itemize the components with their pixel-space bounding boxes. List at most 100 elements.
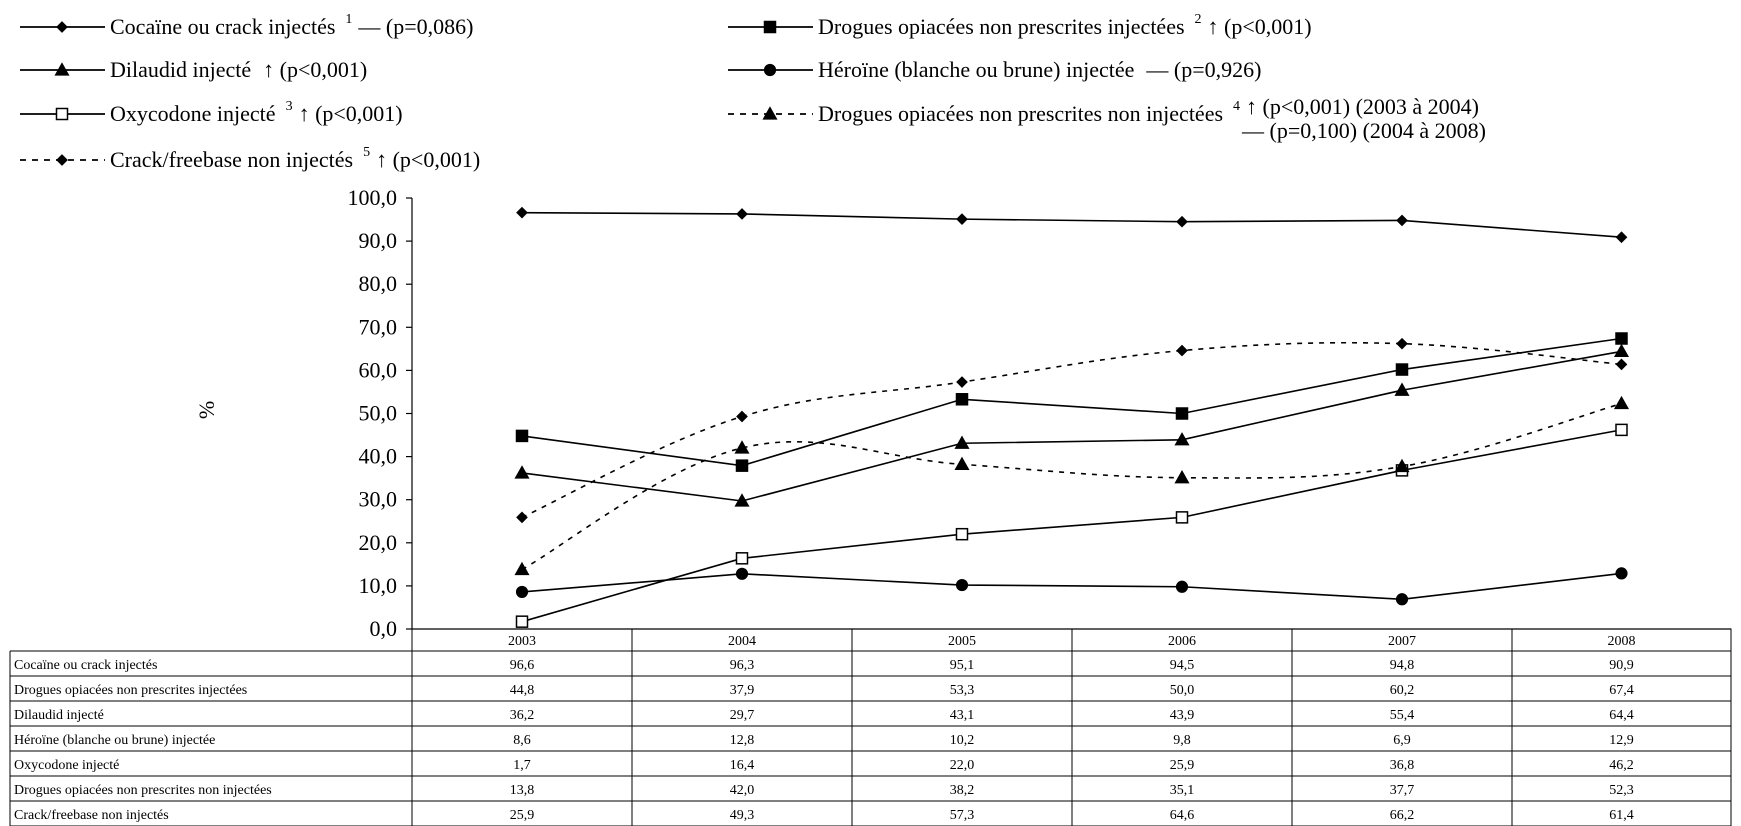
table-row: Dilaudid injecté 36,2 29,7 43,1 43,9 55,4 64,4 bbox=[14, 708, 1634, 723]
table-cell: 16,4 bbox=[730, 758, 755, 773]
legend-trend-note: ↑ (p<0,001) bbox=[263, 57, 367, 82]
legend-entry: Héroïne (blanche ou brune) injectée — (p=… bbox=[728, 57, 1261, 82]
y-tick-label: 0,0 bbox=[370, 616, 398, 641]
table-cell: 12,9 bbox=[1609, 733, 1634, 748]
data-point bbox=[1396, 337, 1408, 350]
series-line bbox=[521, 429, 1622, 623]
table-cell: 57,3 bbox=[950, 808, 975, 823]
table-cell: 96,6 bbox=[510, 658, 535, 673]
table-row-label: Drogues opiacées non prescrites injectée… bbox=[14, 683, 247, 698]
table-row: Drogues opiacées non prescrites injectée… bbox=[14, 683, 1634, 698]
table-cell: 37,7 bbox=[1390, 783, 1415, 798]
table-row: Héroïne (blanche ou brune) injectée 8,6 12… bbox=[14, 733, 1634, 748]
table-row-label: Cocaïne ou crack injectés bbox=[14, 658, 157, 673]
y-tick-label: 10,0 bbox=[359, 573, 398, 598]
table-cell: 1,7 bbox=[513, 758, 531, 773]
table-row-label: Dilaudid injecté bbox=[14, 708, 104, 723]
table-cell: 12,8 bbox=[730, 733, 755, 748]
data-point bbox=[1613, 395, 1630, 410]
legend-trend-note: ↑ (p<0,001) bbox=[299, 101, 403, 126]
table-row-label: Oxycodone injecté bbox=[14, 758, 119, 773]
y-tick-label: 90,0 bbox=[359, 228, 398, 253]
legend-footnote-ref: 5 bbox=[363, 145, 370, 160]
table-cell: 49,3 bbox=[730, 808, 755, 823]
table-cell: 64,6 bbox=[1170, 808, 1195, 823]
series-line bbox=[521, 337, 1622, 467]
data-point bbox=[1394, 382, 1410, 396]
y-tick-label: 60,0 bbox=[359, 357, 398, 382]
data-point bbox=[516, 511, 528, 524]
y-tick-label: 20,0 bbox=[359, 530, 398, 555]
data-point bbox=[1615, 231, 1628, 244]
table-cell: 13,8 bbox=[510, 783, 535, 798]
data-point bbox=[736, 410, 748, 423]
data-point bbox=[1176, 344, 1188, 357]
data-point bbox=[516, 206, 528, 219]
table-cell: 61,4 bbox=[1609, 808, 1634, 823]
table-cell: 50,0 bbox=[1170, 683, 1195, 698]
y-tick-label: 70,0 bbox=[359, 314, 398, 339]
data-point bbox=[515, 615, 529, 628]
series-line bbox=[521, 572, 1622, 601]
x-tick-label: 2007 bbox=[1388, 634, 1416, 649]
legend-entry: Dilaudid injecté ↑ (p<0,001) bbox=[20, 57, 367, 82]
data-point bbox=[735, 459, 749, 472]
series bbox=[514, 395, 1630, 576]
data-point bbox=[1615, 567, 1628, 580]
legend-marker bbox=[56, 154, 68, 166]
legend-footnote-ref: 3 bbox=[286, 99, 293, 114]
data-point bbox=[955, 393, 969, 406]
table-cell: 66,2 bbox=[1390, 808, 1415, 823]
table-cell: 67,4 bbox=[1609, 683, 1634, 698]
table-cell: 53,3 bbox=[950, 683, 975, 698]
data-point bbox=[1394, 458, 1410, 473]
table-row: Cocaïne ou crack injectés 96,6 96,3 95,1 94,… bbox=[14, 658, 1634, 673]
legend-footnote-ref: 2 bbox=[1195, 12, 1202, 27]
table-cell: 90,9 bbox=[1609, 658, 1634, 673]
chart-axes: 0,0 10,0 20,0 30,0 40,0 50,0 60,0 70,0 80,0 90,0 1… bbox=[194, 185, 1731, 641]
legend-entry: Cocaïne ou crack injectés 1 — (p=0,086) bbox=[20, 12, 473, 39]
series-line bbox=[521, 211, 1622, 239]
legend-marker bbox=[763, 63, 777, 77]
legend-label: Cocaïne ou crack injectés bbox=[110, 14, 335, 39]
table-cell: 29,7 bbox=[730, 708, 755, 723]
series-line bbox=[521, 402, 1622, 571]
table-cell: 95,1 bbox=[950, 658, 975, 673]
y-tick-label: 50,0 bbox=[359, 401, 398, 426]
table-row-label: Drogues opiacées non prescrites non inje… bbox=[14, 783, 272, 798]
data-point bbox=[736, 208, 748, 220]
table-cell: 43,9 bbox=[1170, 708, 1195, 723]
data-point bbox=[1396, 214, 1408, 227]
legend-trend-note: ↑ (p<0,001) (2003 à 2004) bbox=[1246, 94, 1479, 119]
table-cell: 36,2 bbox=[510, 708, 535, 723]
data-point bbox=[956, 376, 968, 388]
legend-marker bbox=[54, 62, 70, 76]
table-row: Oxycodone injecté 1,7 16,4 22,0 25,9 36,8 46,2 bbox=[14, 758, 1634, 773]
legend-label: Drogues opiacées non prescrites non inje… bbox=[818, 101, 1223, 126]
data-point bbox=[1395, 593, 1409, 606]
data-point bbox=[954, 456, 970, 470]
data-point bbox=[1615, 358, 1628, 371]
legend-marker bbox=[55, 107, 69, 121]
legend-label: Oxycodone injecté bbox=[110, 101, 276, 126]
series-line bbox=[521, 350, 1622, 502]
y-tick-label: 40,0 bbox=[359, 444, 398, 469]
table-cell: 94,5 bbox=[1170, 658, 1195, 673]
data-table: 2003 2004 2005 2006 2007 2008 Cocaïne ou crack… bbox=[9, 628, 1732, 826]
table-cell: 25,9 bbox=[1170, 758, 1195, 773]
legend-trend-note: ↑ (p<0,001) bbox=[1208, 14, 1312, 39]
legend-entry: Oxycodone injecté 3 ↑ (p<0,001) bbox=[20, 99, 403, 126]
legend-trend-note: — (p=0,926) bbox=[1145, 57, 1261, 82]
y-tick-label: 100,0 bbox=[348, 185, 398, 210]
series bbox=[514, 343, 1630, 507]
table-row-label: Crack/freebase non injectés bbox=[14, 808, 169, 823]
x-tick-label: 2004 bbox=[728, 634, 756, 649]
table-cell: 35,1 bbox=[1170, 783, 1195, 798]
table-cell: 36,8 bbox=[1390, 758, 1415, 773]
table-cell: 22,0 bbox=[950, 758, 975, 773]
table-cell: 38,2 bbox=[950, 783, 975, 798]
table-cell: 44,8 bbox=[510, 683, 535, 698]
x-tick-label: 2003 bbox=[508, 634, 536, 649]
legend-marker bbox=[56, 21, 68, 33]
